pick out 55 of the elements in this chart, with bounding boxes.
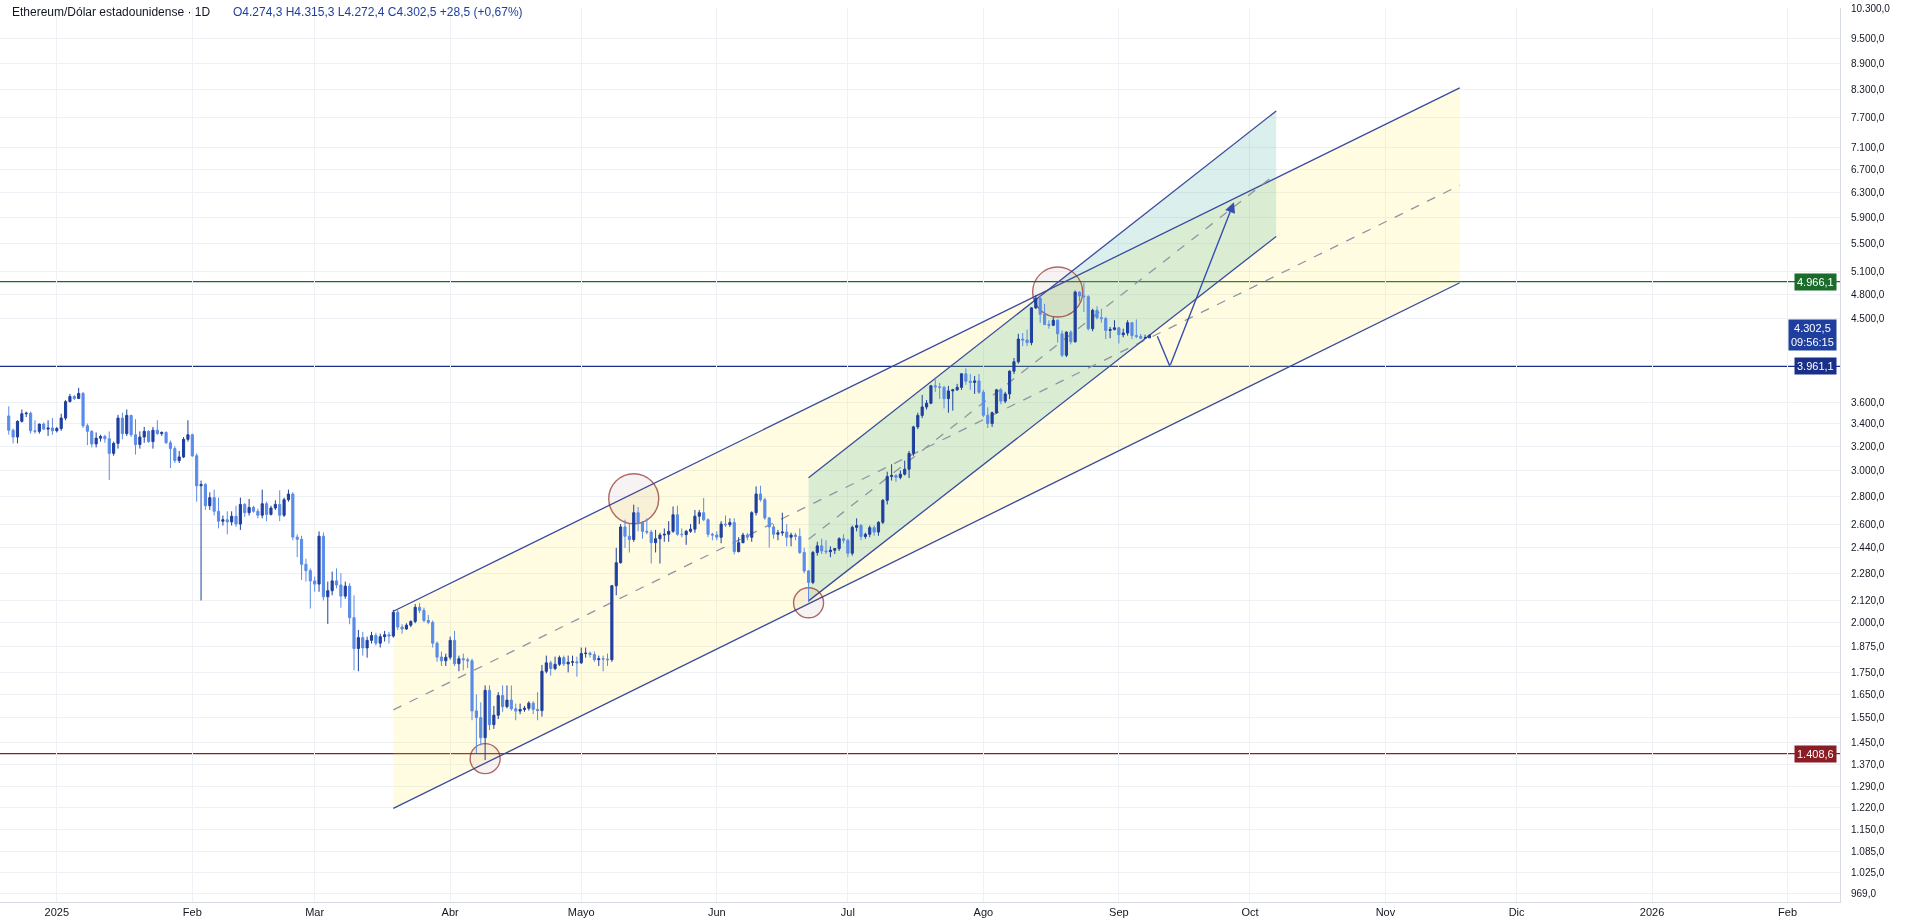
y-tick-label: 1.450,0 bbox=[1851, 737, 1885, 749]
y-tick-label: 2.000,0 bbox=[1851, 616, 1885, 628]
ref-line-label: 3.961,1 bbox=[1797, 360, 1834, 372]
y-tick-label: 4.500,0 bbox=[1851, 313, 1885, 325]
ref-line-label: 1.408,6 bbox=[1797, 748, 1834, 760]
y-tick-label: 969,0 bbox=[1851, 888, 1877, 900]
y-tick-label: 2.600,0 bbox=[1851, 518, 1885, 530]
y-tick-label: 8.300,0 bbox=[1851, 83, 1885, 95]
y-tick-label: 2.800,0 bbox=[1851, 490, 1885, 502]
y-tick-label: 1.550,0 bbox=[1851, 712, 1885, 724]
y-tick-label: 2.440,0 bbox=[1851, 542, 1885, 554]
y-tick-label: 7.700,0 bbox=[1851, 111, 1885, 123]
x-tick-label: Oct bbox=[1241, 906, 1259, 919]
y-tick-label: 4.800,0 bbox=[1851, 288, 1885, 300]
x-tick-label: Jun bbox=[707, 906, 726, 919]
y-tick-label: 1.750,0 bbox=[1851, 666, 1885, 678]
y-tick-label: 3.000,0 bbox=[1851, 464, 1885, 476]
y-tick-label: 1.370,0 bbox=[1851, 758, 1885, 770]
y-tick-label: 6.300,0 bbox=[1851, 187, 1885, 199]
y-tick-label: 3.200,0 bbox=[1851, 440, 1885, 452]
y-tick-label: 1.290,0 bbox=[1851, 781, 1885, 793]
y-tick-label: 10.300,0 bbox=[1851, 2, 1891, 14]
x-tick-label: Feb bbox=[182, 906, 202, 919]
x-tick-label: Feb bbox=[1778, 906, 1798, 919]
y-tick-label: 7.100,0 bbox=[1851, 142, 1885, 154]
y-tick-label: 2.280,0 bbox=[1851, 567, 1885, 579]
x-tick-label: Mar bbox=[305, 906, 325, 919]
y-tick-label: 8.900,0 bbox=[1851, 57, 1885, 69]
y-tick-label: 6.700,0 bbox=[1851, 163, 1885, 175]
y-tick-label: 5.500,0 bbox=[1851, 237, 1885, 249]
y-tick-label: 3.600,0 bbox=[1851, 396, 1885, 408]
y-tick-label: 9.500,0 bbox=[1851, 33, 1885, 45]
y-tick-label: 1.650,0 bbox=[1851, 688, 1885, 700]
y-tick-label: 1.085,0 bbox=[1851, 845, 1885, 857]
y-tick-label: 1.025,0 bbox=[1851, 867, 1885, 879]
x-tick-label: Nov bbox=[1375, 906, 1396, 919]
x-tick-label: 2026 bbox=[1639, 906, 1665, 919]
x-tick-label: Sep bbox=[1109, 906, 1129, 919]
x-tick-label: Ago bbox=[973, 906, 994, 919]
x-tick-label: Abr bbox=[441, 906, 460, 919]
y-tick-label: 2.120,0 bbox=[1851, 595, 1885, 607]
x-tick-label: Mayo bbox=[567, 906, 595, 919]
y-tick-label: 5.100,0 bbox=[1851, 266, 1885, 278]
chart-title: Ethereum/Dólar estadounidense · 1D bbox=[12, 5, 211, 19]
x-tick-label: Jul bbox=[840, 906, 855, 919]
chart-subtitle: O4.274,3 H4.315,3 L4.272,4 C4.302,5 +28,5 (+0,67%) bbox=[233, 5, 523, 19]
y-tick-label: 3.400,0 bbox=[1851, 418, 1885, 430]
y-tick-label: 1.875,0 bbox=[1851, 641, 1885, 653]
ref-line-label: 4.966,1 bbox=[1797, 276, 1834, 288]
x-tick-label: Dic bbox=[1508, 906, 1526, 919]
y-tick-label: 5.900,0 bbox=[1851, 211, 1885, 223]
y-tick-label: 1.220,0 bbox=[1851, 802, 1885, 814]
annotation: 4.302,5 09:56:15 bbox=[1791, 322, 1834, 349]
y-tick-label: 1.150,0 bbox=[1851, 824, 1885, 836]
x-tick-label: 2025 bbox=[44, 906, 70, 919]
